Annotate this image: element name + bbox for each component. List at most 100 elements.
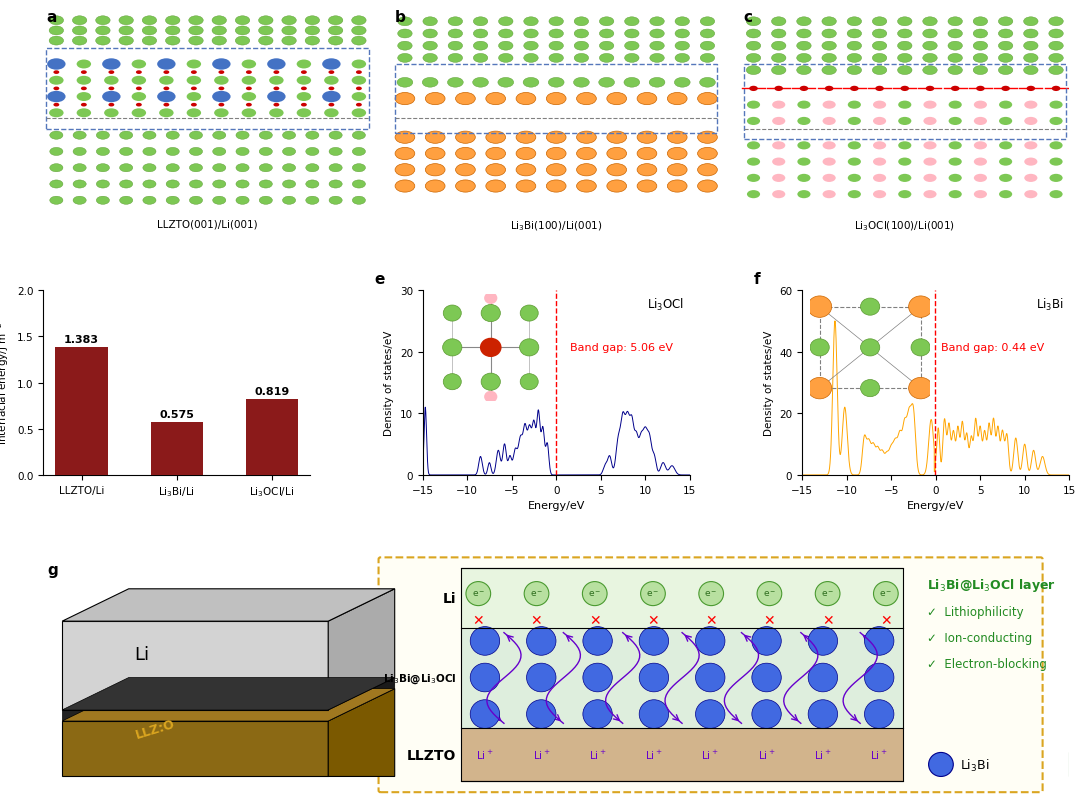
Text: b: b (395, 10, 406, 25)
Circle shape (108, 88, 114, 91)
Circle shape (165, 37, 180, 46)
Circle shape (108, 104, 114, 108)
Circle shape (822, 67, 836, 75)
Text: Li: Li (134, 646, 149, 663)
Circle shape (73, 149, 86, 157)
Circle shape (166, 181, 179, 189)
Text: Band gap: 5.06 eV: Band gap: 5.06 eV (569, 342, 673, 353)
Circle shape (667, 165, 687, 177)
Circle shape (73, 165, 86, 173)
Circle shape (808, 627, 838, 655)
Circle shape (235, 165, 249, 173)
Circle shape (874, 582, 899, 606)
Circle shape (797, 191, 810, 199)
Circle shape (897, 42, 912, 51)
Circle shape (242, 60, 256, 69)
Bar (246, 400, 298, 475)
Circle shape (527, 700, 556, 728)
Circle shape (1024, 142, 1038, 150)
Text: e$^-$: e$^-$ (879, 589, 892, 599)
Circle shape (120, 149, 133, 157)
Polygon shape (328, 589, 394, 710)
Circle shape (1050, 191, 1063, 199)
Circle shape (998, 18, 1013, 26)
Circle shape (698, 132, 717, 144)
Circle shape (166, 132, 179, 140)
Circle shape (637, 181, 657, 193)
Circle shape (873, 42, 887, 51)
Circle shape (456, 165, 475, 177)
Circle shape (696, 663, 725, 692)
Circle shape (848, 101, 861, 109)
Circle shape (456, 93, 475, 105)
Circle shape (698, 165, 717, 177)
Circle shape (53, 104, 59, 108)
Circle shape (96, 181, 109, 189)
Circle shape (49, 109, 64, 118)
Circle shape (546, 93, 566, 105)
Text: Li$_3$Bi: Li$_3$Bi (1036, 296, 1064, 312)
Circle shape (1050, 118, 1063, 126)
Circle shape (974, 118, 987, 126)
Circle shape (923, 191, 936, 199)
Circle shape (212, 59, 231, 71)
Circle shape (235, 27, 249, 36)
Circle shape (675, 42, 689, 51)
Circle shape (797, 118, 810, 126)
Circle shape (448, 55, 462, 63)
Circle shape (516, 149, 536, 161)
Circle shape (283, 149, 296, 157)
Text: LLZTO(001)/Li(001): LLZTO(001)/Li(001) (158, 219, 258, 230)
Circle shape (823, 101, 836, 109)
Circle shape (423, 42, 437, 51)
Circle shape (698, 93, 717, 105)
Circle shape (301, 104, 307, 108)
Circle shape (352, 93, 366, 102)
Circle shape (235, 197, 249, 205)
Circle shape (473, 42, 488, 51)
Circle shape (306, 149, 319, 157)
Circle shape (242, 77, 256, 86)
Circle shape (297, 60, 311, 69)
Circle shape (948, 30, 962, 39)
Circle shape (583, 627, 612, 655)
Circle shape (259, 181, 272, 189)
Circle shape (696, 700, 725, 728)
Bar (395, 65, 717, 134)
Circle shape (637, 149, 657, 161)
Circle shape (267, 92, 285, 103)
Circle shape (212, 37, 227, 46)
Circle shape (301, 88, 307, 91)
Circle shape (213, 149, 226, 157)
Circle shape (187, 109, 201, 118)
Circle shape (158, 59, 176, 71)
Circle shape (324, 109, 339, 118)
Circle shape (447, 79, 463, 88)
Circle shape (899, 101, 912, 109)
Circle shape (848, 174, 861, 183)
Circle shape (1024, 118, 1038, 126)
Circle shape (212, 92, 231, 103)
Circle shape (213, 165, 226, 173)
Circle shape (797, 18, 811, 26)
Circle shape (848, 118, 861, 126)
Circle shape (823, 191, 836, 199)
Circle shape (873, 142, 887, 150)
Circle shape (258, 27, 273, 36)
Circle shape (577, 132, 596, 144)
Circle shape (746, 30, 760, 39)
Circle shape (873, 118, 887, 126)
Circle shape (823, 158, 836, 166)
Circle shape (329, 165, 342, 173)
Text: Li$^+$: Li$^+$ (532, 748, 550, 761)
Circle shape (73, 181, 86, 189)
Circle shape (1024, 30, 1038, 39)
Circle shape (189, 181, 203, 189)
Circle shape (524, 42, 538, 51)
Text: Li$^+$: Li$^+$ (702, 748, 719, 761)
Text: ✕: ✕ (647, 613, 659, 627)
Circle shape (923, 174, 936, 183)
Circle shape (650, 42, 664, 51)
Text: Li$^+$: Li$^+$ (645, 748, 663, 761)
Circle shape (650, 55, 664, 63)
